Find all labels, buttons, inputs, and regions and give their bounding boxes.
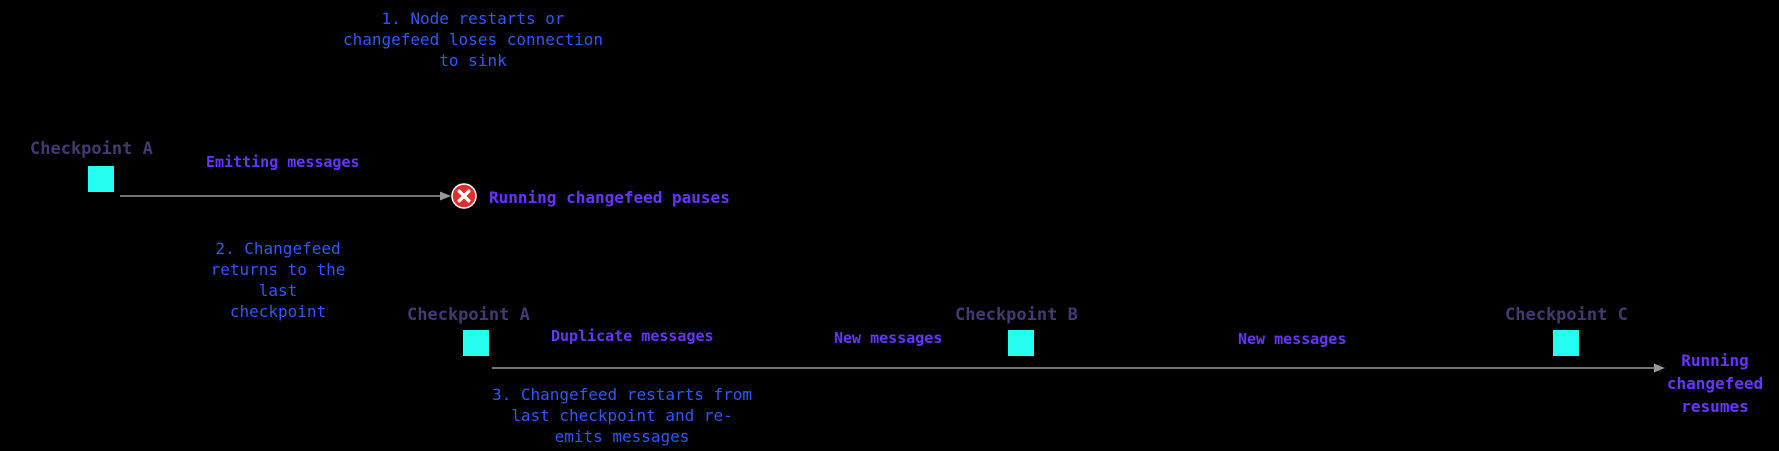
checkpoint-c-label: Checkpoint C [1505,305,1628,325]
running-changefeed-resumes-label: Running changefeed resumes [1666,351,1764,416]
emitting-messages-label: Emitting messages [206,153,360,171]
checkpoint-c-marker [1553,330,1579,356]
checkpoint-a-marker [463,330,489,356]
pause-error-icon [451,183,477,209]
checkpoint-a-label: Checkpoint A [407,305,530,325]
annotation-step-2: 2. Changefeed returns to the last checkp… [210,239,346,321]
checkpoint-b-label: Checkpoint B [955,305,1078,325]
new-messages-label-1: New messages [834,329,943,347]
running-changefeed-pauses-label: Running changefeed pauses [489,188,730,207]
checkpoint-a-top-marker [88,166,114,192]
checkpoint-a-top-label: Checkpoint A [30,139,153,159]
checkpoint-b-marker [1008,330,1034,356]
new-messages-label-2: New messages [1238,330,1347,348]
annotation-step-3: 3. Changefeed restarts from last checkpo… [491,385,753,446]
emitting-arrow [120,191,451,201]
annotation-step-1: 1. Node restarts or changefeed loses con… [342,9,604,70]
timeline-arrow [492,363,1665,373]
duplicate-messages-label: Duplicate messages [551,327,714,345]
